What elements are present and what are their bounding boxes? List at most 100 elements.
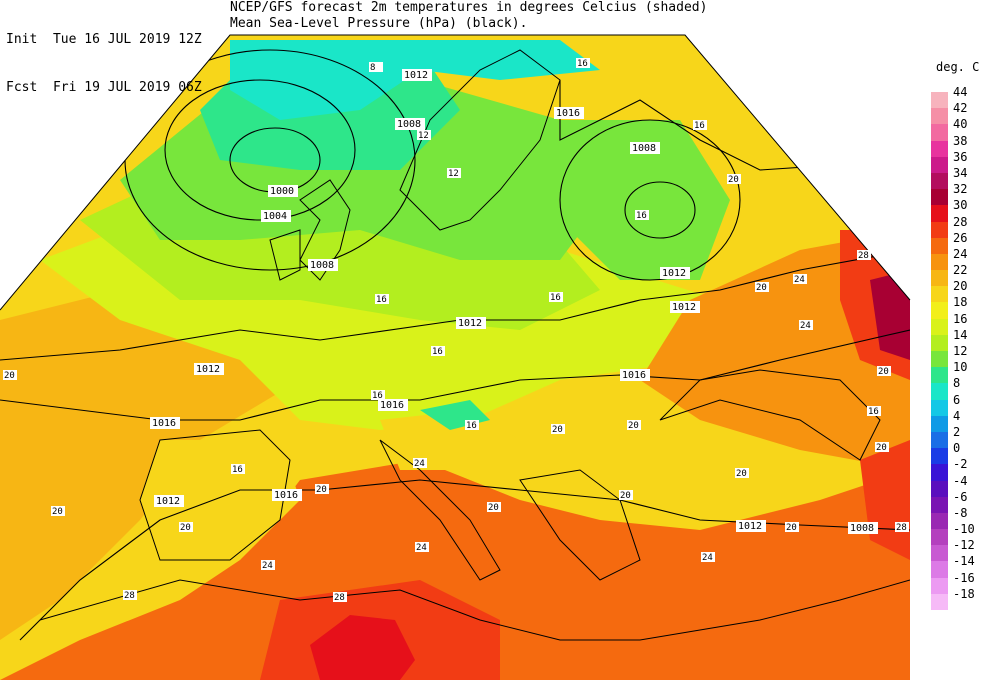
- isobar-label: 1012: [662, 268, 686, 279]
- legend-swatch: [931, 383, 948, 400]
- legend-label: -4: [953, 473, 968, 488]
- legend-swatch: [931, 205, 948, 222]
- temperature-label: 20: [52, 507, 63, 517]
- legend-swatch: [931, 415, 948, 432]
- legend-label: -8: [953, 505, 968, 520]
- legend-swatch: [931, 464, 948, 481]
- temperature-label: 20: [488, 503, 499, 513]
- legend-label: -16: [953, 570, 975, 585]
- temp-zone-22: [0, 290, 300, 640]
- legend-swatch: [931, 593, 948, 610]
- legend-item: 42: [931, 101, 995, 125]
- legend-item: 8: [931, 376, 995, 400]
- temp-zone-26-south: [0, 460, 910, 680]
- temperature-label: 12: [418, 131, 429, 141]
- legend-swatch: [931, 351, 948, 368]
- temperature-label: 20: [728, 175, 739, 185]
- temperature-label: 16: [694, 121, 705, 131]
- legend-item: -16: [931, 571, 995, 594]
- temperature-label: 28: [858, 251, 869, 261]
- legend-swatch: [931, 545, 948, 562]
- legend-label: -10: [953, 522, 975, 537]
- temp-zone-32: [870, 270, 910, 360]
- temperature-label: 24: [794, 275, 805, 285]
- legend-item: -14: [931, 554, 995, 578]
- legend-item: -12: [931, 538, 995, 562]
- legend-item: -10: [931, 522, 995, 546]
- temperature-label: 12: [448, 169, 459, 179]
- legend-item: 0: [931, 441, 995, 465]
- legend-item: 36: [931, 150, 995, 173]
- isobar-label: 1012: [672, 302, 696, 313]
- legend-item: 28: [931, 215, 995, 238]
- legend-label: 26: [953, 230, 968, 245]
- legend-label: 34: [953, 165, 968, 180]
- temperature-label: 20: [878, 367, 889, 377]
- legend-swatch: [931, 561, 948, 578]
- temperature-label: 20: [620, 491, 631, 501]
- fcst-line: Fcst Fri 19 JUL 2019 06Z: [6, 80, 202, 96]
- legend-swatch: [931, 302, 948, 319]
- legend-swatch: [931, 286, 948, 303]
- isobar-label: 1012: [196, 364, 220, 375]
- legend-label: 44: [953, 85, 968, 99]
- legend-item: 26: [931, 231, 995, 254]
- legend-label: 14: [953, 327, 968, 342]
- legend-label: 0: [953, 441, 961, 456]
- legend-swatch: [931, 108, 948, 125]
- isobar-label: 1016: [622, 370, 646, 381]
- legend-item: 34: [931, 166, 995, 190]
- color-legend: 44 42 40 38 36 34 32 30 28 26 24 22 20 18 16 14 12 10 8 6 4 2…: [931, 85, 995, 610]
- map-title: NCEP/GFS forecast 2m temperatures in deg…: [230, 0, 707, 32]
- legend-item: 14: [931, 328, 995, 351]
- temperature-label: 20: [876, 443, 887, 453]
- fcst-label: Fcst: [6, 80, 38, 95]
- legend-swatch: [931, 431, 948, 449]
- legend-swatch: [931, 318, 948, 335]
- legend-label: -14: [953, 554, 975, 569]
- temperature-label: 20: [756, 283, 767, 293]
- temperature-label: 20: [180, 523, 191, 533]
- title-line-1: NCEP/GFS forecast 2m temperatures in deg…: [230, 0, 708, 15]
- fcst-time: Fri 19 JUL 2019 06Z: [52, 80, 202, 95]
- isobar-label: 1012: [458, 318, 482, 329]
- temperature-label: 28: [124, 591, 135, 601]
- legend-label: -12: [953, 538, 975, 553]
- isobar-label-layer: 1012 1008 1000 1004 1008 1012 1012 1016 …: [150, 69, 878, 534]
- temperature-label: 16: [376, 295, 387, 305]
- legend-item: 16: [931, 312, 995, 335]
- temperature-label: 20: [4, 371, 15, 381]
- isobar-label: 1012: [738, 521, 762, 532]
- legend-swatch: [931, 448, 948, 465]
- legend-title: deg. C: [936, 60, 980, 74]
- legend-swatch: [931, 237, 948, 254]
- temperature-label: 20: [316, 485, 327, 495]
- legend-label: 18: [953, 295, 968, 310]
- temperature-label: 24: [800, 321, 811, 331]
- legend-item: 32: [931, 182, 995, 206]
- temperature-label: 16: [636, 211, 647, 221]
- temperature-label: 20: [628, 421, 639, 431]
- legend-item: 24: [931, 247, 995, 271]
- legend-label: 38: [953, 133, 968, 148]
- temperature-label: 16: [868, 407, 879, 417]
- legend-item: 6: [931, 393, 995, 416]
- isobar-label: 1008: [850, 523, 874, 534]
- legend-item: 44: [931, 85, 995, 109]
- temperature-label: 20: [552, 425, 563, 435]
- legend-swatch: [931, 529, 948, 546]
- temperature-label: 8: [370, 63, 375, 73]
- isobar-label: 1016: [152, 418, 176, 429]
- legend-item: 38: [931, 134, 995, 157]
- init-time: Tue 16 JUL 2019 12Z: [52, 32, 202, 47]
- legend-label: 10: [953, 360, 968, 375]
- isobar-label: 1016: [556, 108, 580, 119]
- temperature-label: 16: [372, 391, 383, 401]
- legend-item: -8: [931, 506, 995, 530]
- legend-label: -2: [953, 457, 968, 472]
- isobar-label: 1008: [310, 260, 334, 271]
- legend-swatch: [931, 221, 948, 238]
- temperature-label: 16: [577, 59, 588, 69]
- legend-item: -18: [931, 587, 995, 610]
- temp-zone-20-alps: [380, 410, 520, 470]
